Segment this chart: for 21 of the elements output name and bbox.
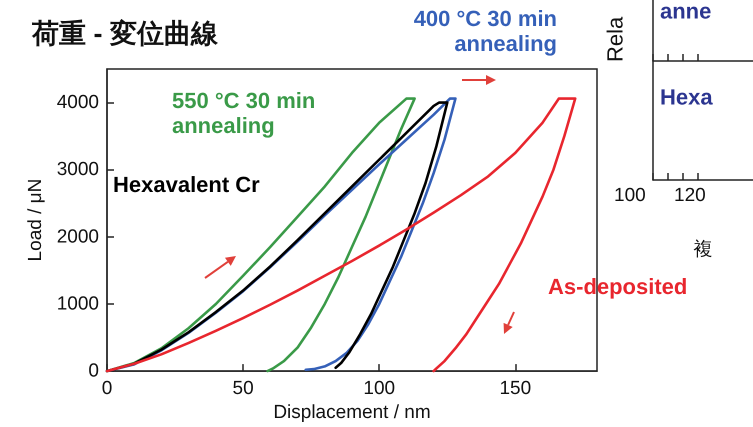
x-tick-label: 0 [102,378,112,400]
y-tick-label: 2000 [56,226,99,248]
text: 100 [614,185,646,206]
y-axis-title: Load / μN [25,178,46,262]
text: 400 °C 30 min annealing [414,6,557,56]
y-tick-label: 3000 [56,159,99,180]
y-tick-label: 0 [88,360,99,382]
text: 複 [694,239,712,260]
series-label: 550 °C 30 min annealing [172,88,316,138]
y-tick-label: 4000 [56,92,99,114]
chart-title: 荷重 - 変位曲線 [31,18,219,48]
x-tick-label: 50 [232,378,254,400]
y-tick-label: 1000 [56,293,99,314]
x-tick-label: 100 [363,378,396,400]
text: Hexavalent Cr [113,172,260,197]
x-tick-label: 150 [499,378,532,400]
text: Hexa [660,84,714,110]
text: Rela [602,16,628,62]
text: anne [660,0,712,24]
text: 120 [674,185,706,206]
x-axis-title: Displacement / nm [273,402,431,423]
